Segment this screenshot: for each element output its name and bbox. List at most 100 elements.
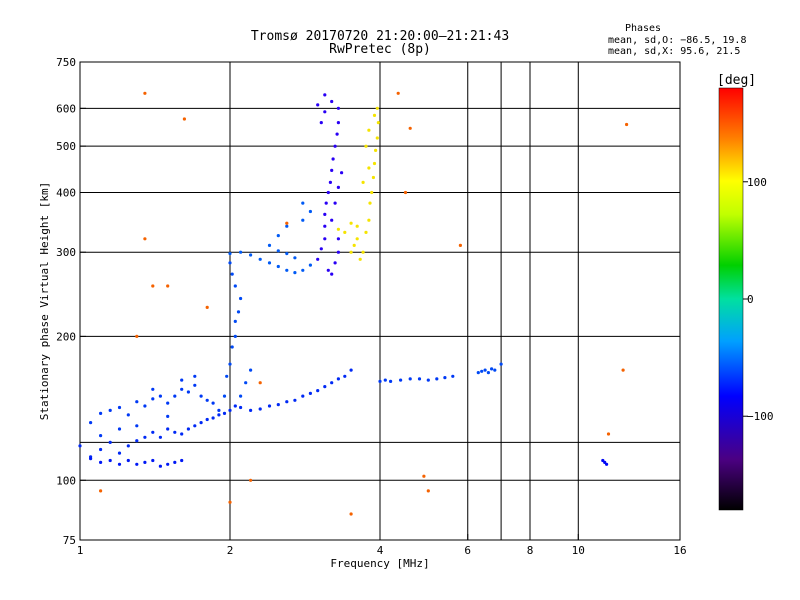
data-point [336, 377, 340, 381]
data-point [258, 407, 262, 411]
data-point [249, 253, 253, 257]
data-point [166, 401, 170, 405]
x-axis-label: Frequency [MHz] [330, 557, 429, 570]
y-tick-label: 600 [56, 102, 76, 115]
data-point [166, 414, 170, 418]
data-point [422, 474, 426, 478]
data-point [451, 374, 455, 378]
data-point [135, 334, 139, 338]
data-point [143, 404, 147, 408]
data-point [308, 209, 312, 214]
data-point [399, 378, 403, 382]
plot-area: 1 2 4 6 8 10 16 75 100 200 300 400 500 600 750 [56, 56, 687, 557]
x-tick-label: 10 [572, 544, 585, 557]
data-point [340, 171, 344, 175]
data-point [233, 404, 237, 408]
data-point [276, 234, 280, 238]
data-point [301, 218, 305, 222]
data-point [151, 430, 155, 434]
data-point [228, 408, 232, 412]
data-point [249, 368, 253, 372]
data-point [151, 387, 155, 391]
data-point [349, 250, 353, 254]
data-point [193, 424, 197, 428]
data-point [367, 218, 371, 222]
data-point [364, 230, 368, 234]
data-point [199, 394, 203, 398]
data-point [408, 377, 412, 381]
y-axis-ticks: 75 100 200 300 400 500 600 750 [56, 56, 86, 547]
data-point [143, 460, 147, 464]
data-point [336, 121, 340, 125]
data-point [316, 257, 320, 261]
colorbar-tick-label: 100 [747, 176, 767, 189]
data-point [293, 256, 297, 260]
data-point [108, 440, 112, 444]
data-point [166, 427, 170, 431]
data-point [166, 462, 170, 466]
data-point [186, 390, 190, 394]
data-point [308, 263, 312, 267]
y-tick-label: 100 [56, 474, 76, 487]
data-point [205, 305, 209, 309]
data-point [230, 272, 234, 276]
y-axis-label: Stationary phase Virtual Height [km] [38, 182, 51, 420]
data-point [308, 391, 312, 395]
data-point [326, 268, 330, 272]
data-point [217, 408, 221, 412]
colorbar-tick-label: 0 [747, 293, 754, 306]
data-point [319, 247, 323, 251]
data-point [375, 136, 379, 140]
data-point [135, 400, 139, 404]
data-point [349, 221, 353, 225]
data-point [336, 185, 340, 189]
data-point [333, 201, 337, 205]
data-point [236, 310, 241, 314]
data-point [358, 257, 362, 261]
y-tick-label: 75 [63, 534, 76, 547]
data-point [383, 378, 387, 382]
phases-o-stats: mean, sd,O: −86.5, 19.8 [608, 35, 746, 46]
data-point [408, 126, 412, 130]
data-point [367, 128, 371, 132]
data-point [323, 93, 327, 97]
data-point [89, 421, 93, 425]
data-point [193, 374, 197, 378]
data-point [323, 212, 327, 216]
data-point [316, 103, 320, 107]
data-point [135, 424, 139, 428]
data-point [217, 413, 221, 417]
x-tick-label: 6 [464, 544, 471, 557]
data-point [493, 368, 497, 372]
data-point [333, 144, 337, 148]
data-point [233, 284, 237, 288]
data-point [426, 378, 430, 382]
data-point [222, 394, 227, 398]
data-point [151, 458, 155, 463]
data-point [180, 432, 184, 436]
data-point [173, 394, 177, 398]
data-point [336, 250, 340, 254]
data-point [158, 394, 162, 398]
data-point [158, 464, 162, 468]
x-tick-label: 1 [77, 544, 84, 557]
data-point [606, 432, 611, 436]
data-point [403, 190, 408, 195]
data-point [151, 284, 155, 288]
data-point [323, 237, 327, 241]
y-tick-label: 500 [56, 140, 76, 153]
data-point [490, 367, 494, 371]
data-point [330, 99, 334, 104]
data-point [258, 381, 262, 385]
data-point [211, 416, 215, 420]
data-point [276, 249, 280, 253]
data-point [99, 489, 103, 493]
data-point [285, 221, 289, 225]
data-point [335, 132, 339, 136]
data-point [239, 405, 243, 410]
y-tick-label: 750 [56, 56, 76, 69]
colorbar-label: [deg] [717, 73, 756, 88]
data-point [372, 161, 377, 166]
data-point [323, 224, 327, 228]
colorbar-gradient [718, 87, 744, 511]
